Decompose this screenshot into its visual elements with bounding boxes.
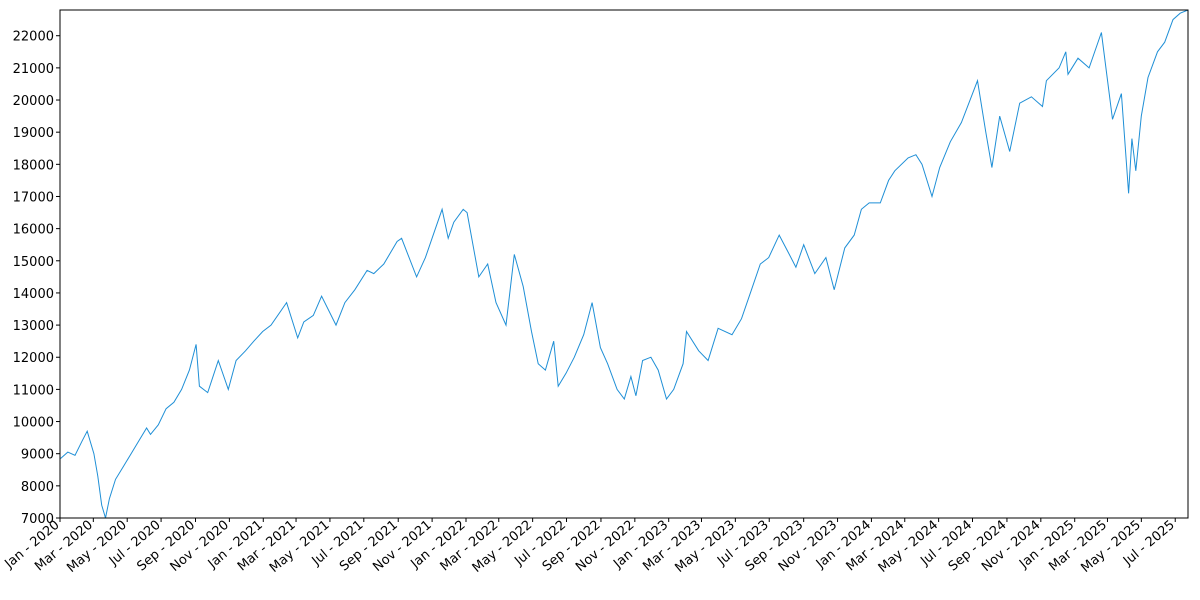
y-axis: 7000 8000 9000 10000 11000 12000 13000 14000 150… [13,30,60,527]
y-tick-label: 15000 [13,255,54,270]
plot-frame [59,9,1189,519]
y-tick-label: 20000 [13,94,54,109]
y-tick-label: 22000 [13,30,54,45]
y-tick-label: 11000 [13,383,54,398]
y-tick-label: 14000 [13,287,54,302]
y-tick-label: 13000 [13,319,54,334]
y-tick-label: 18000 [13,158,54,173]
y-tick-label: 8000 [21,480,54,495]
y-tick-label: 7000 [21,512,54,527]
y-tick-label: 17000 [13,190,54,205]
y-tick-label: 19000 [13,126,54,141]
series-line [60,9,1189,519]
y-tick-label: 9000 [21,448,54,463]
y-tick-label: 16000 [13,223,54,238]
y-tick-label: 12000 [13,351,54,366]
y-tick-label: 21000 [13,62,54,77]
y-tick-label: 10000 [13,416,54,431]
